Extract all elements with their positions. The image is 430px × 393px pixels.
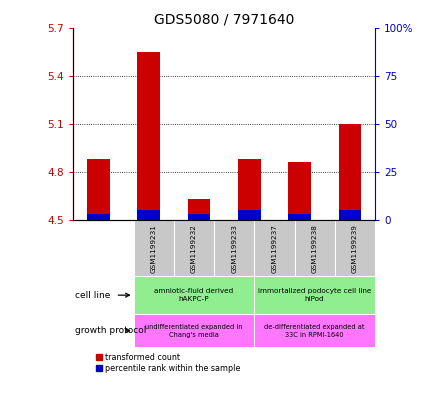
Bar: [133, 276, 254, 314]
Title: GDS5080 / 7971640: GDS5080 / 7971640: [154, 12, 294, 26]
Bar: [288, 214, 310, 220]
Text: GSM1199233: GSM1199233: [230, 224, 237, 272]
Bar: [334, 220, 374, 276]
Text: GSM1199238: GSM1199238: [311, 224, 317, 272]
Text: undifferentiated expanded in
Chang's media: undifferentiated expanded in Chang's med…: [145, 324, 242, 338]
Text: growth protocol: growth protocol: [75, 326, 146, 335]
Bar: [137, 51, 160, 220]
Bar: [237, 159, 260, 220]
Text: GSM1199231: GSM1199231: [150, 224, 157, 272]
Bar: [338, 210, 360, 220]
Bar: [214, 220, 254, 276]
Bar: [254, 220, 294, 276]
Bar: [87, 159, 110, 220]
Bar: [294, 220, 334, 276]
Bar: [187, 199, 210, 220]
Text: GSM1199239: GSM1199239: [351, 224, 357, 272]
Text: GSM1199232: GSM1199232: [190, 224, 197, 272]
Text: GSM1199237: GSM1199237: [271, 224, 277, 272]
Bar: [237, 210, 260, 220]
Bar: [338, 124, 360, 220]
Text: de-differentiated expanded at
33C in RPMI-1640: de-differentiated expanded at 33C in RPM…: [264, 324, 364, 338]
Legend: transformed count, percentile rank within the sample: transformed count, percentile rank withi…: [92, 349, 243, 376]
Bar: [87, 214, 110, 220]
Text: cell line: cell line: [75, 291, 111, 299]
Text: amniotic-fluid derived
hAKPC-P: amniotic-fluid derived hAKPC-P: [154, 288, 233, 302]
Bar: [173, 220, 214, 276]
Bar: [288, 162, 310, 220]
Bar: [254, 276, 374, 314]
Bar: [187, 214, 210, 220]
Bar: [137, 210, 160, 220]
Text: immortalized podocyte cell line
hiPod: immortalized podocyte cell line hiPod: [257, 288, 371, 302]
Bar: [254, 314, 374, 347]
Bar: [133, 220, 173, 276]
Bar: [133, 314, 254, 347]
